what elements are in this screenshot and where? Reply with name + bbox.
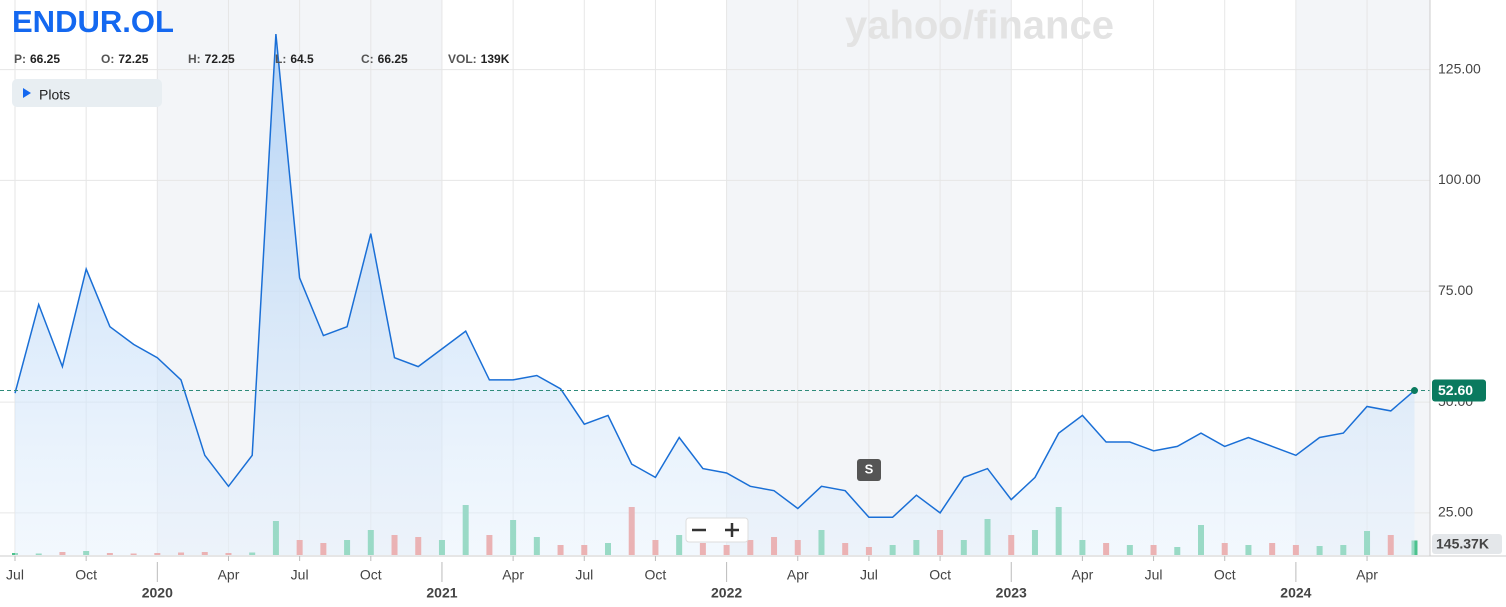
quote-value: 72.25 xyxy=(205,52,235,66)
quote-value: 66.25 xyxy=(30,52,60,66)
y-tick-label: 125.00 xyxy=(1438,60,1481,76)
x-tick-label: 2024 xyxy=(1280,585,1311,601)
last-price-label: 52.60 xyxy=(1438,382,1473,398)
zoom-in[interactable] xyxy=(725,523,739,537)
watermark: yahoo/finance xyxy=(845,4,1114,48)
x-tick-label: 2021 xyxy=(426,585,457,601)
x-tick-label: Apr xyxy=(218,567,240,583)
y-tick-label: 75.00 xyxy=(1438,282,1473,298)
plots-arrow xyxy=(23,88,31,98)
x-tick-label: 2022 xyxy=(711,585,742,601)
last-price-tag xyxy=(1432,379,1486,402)
x-tick-label: Oct xyxy=(929,567,951,583)
plots-label[interactable]: Plots xyxy=(39,87,70,103)
x-tick-label: Oct xyxy=(645,567,667,583)
last-volume-tag xyxy=(1432,534,1502,554)
quote-label: C: xyxy=(361,52,374,66)
x-tick-label: Apr xyxy=(1356,567,1378,583)
quote-value: 139K xyxy=(481,52,510,66)
x-tick-label: Jul xyxy=(860,567,878,583)
x-tick-label: Apr xyxy=(502,567,524,583)
x-tick-label: Apr xyxy=(787,567,809,583)
price-area xyxy=(15,34,1415,556)
last-price-dot xyxy=(1410,387,1418,395)
y-tick-label: 100.00 xyxy=(1438,171,1481,187)
ticker-title: ENDUR.OL xyxy=(12,4,174,39)
plots-button[interactable] xyxy=(12,79,162,107)
x-tick-label: Oct xyxy=(1214,567,1236,583)
quote-value: 64.5 xyxy=(290,52,314,66)
y-tick-label: 25.00 xyxy=(1438,504,1473,520)
x-tick-label: Oct xyxy=(75,567,97,583)
x-tick-label: Jul xyxy=(575,567,593,583)
x-tick-label: 2020 xyxy=(142,585,173,601)
x-tick-label: Apr xyxy=(1072,567,1094,583)
x-tick-label: 2023 xyxy=(996,585,1027,601)
quote-label: VOL: xyxy=(448,52,477,66)
quote-label: P: xyxy=(14,52,26,66)
x-tick-label: Jul xyxy=(6,567,24,583)
quote-label: O: xyxy=(101,52,114,66)
x-tick-label: Oct xyxy=(360,567,382,583)
x-tick-label: Jul xyxy=(1145,567,1163,583)
last-volume-label: 145.37K xyxy=(1436,536,1489,552)
split-marker-label[interactable]: S xyxy=(865,461,874,476)
quote-value: 72.25 xyxy=(118,52,148,66)
quote-label: H: xyxy=(188,52,201,66)
quote-value: 66.25 xyxy=(378,52,408,66)
split-marker[interactable] xyxy=(857,459,881,481)
price-line xyxy=(14,34,1415,519)
quote-label: L: xyxy=(275,52,286,66)
x-tick-label: Jul xyxy=(291,567,309,583)
